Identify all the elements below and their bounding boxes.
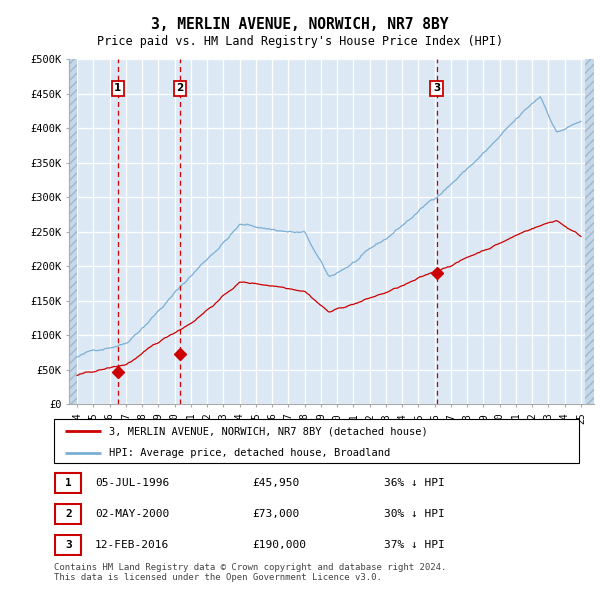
Text: 3, MERLIN AVENUE, NORWICH, NR7 8BY: 3, MERLIN AVENUE, NORWICH, NR7 8BY xyxy=(151,17,449,31)
Text: 37% ↓ HPI: 37% ↓ HPI xyxy=(384,540,445,550)
Bar xyxy=(585,59,594,404)
Text: £73,000: £73,000 xyxy=(252,509,299,519)
FancyBboxPatch shape xyxy=(55,473,82,493)
Text: 3, MERLIN AVENUE, NORWICH, NR7 8BY (detached house): 3, MERLIN AVENUE, NORWICH, NR7 8BY (deta… xyxy=(109,427,428,436)
Text: 1: 1 xyxy=(114,83,122,93)
Text: 2: 2 xyxy=(65,509,72,519)
Text: 30% ↓ HPI: 30% ↓ HPI xyxy=(384,509,445,519)
Text: HPI: Average price, detached house, Broadland: HPI: Average price, detached house, Broa… xyxy=(109,448,391,458)
Text: £190,000: £190,000 xyxy=(252,540,306,550)
FancyBboxPatch shape xyxy=(55,504,82,524)
Text: 3: 3 xyxy=(433,83,440,93)
Bar xyxy=(69,59,77,404)
Text: 3: 3 xyxy=(65,540,72,550)
Text: £45,950: £45,950 xyxy=(252,478,299,487)
FancyBboxPatch shape xyxy=(55,535,82,555)
Text: 2: 2 xyxy=(176,83,184,93)
Text: 05-JUL-1996: 05-JUL-1996 xyxy=(95,478,169,487)
FancyBboxPatch shape xyxy=(54,419,579,463)
Text: 36% ↓ HPI: 36% ↓ HPI xyxy=(384,478,445,487)
Text: 1: 1 xyxy=(65,478,72,487)
Text: 12-FEB-2016: 12-FEB-2016 xyxy=(95,540,169,550)
Text: 02-MAY-2000: 02-MAY-2000 xyxy=(95,509,169,519)
Text: Contains HM Land Registry data © Crown copyright and database right 2024.
This d: Contains HM Land Registry data © Crown c… xyxy=(54,563,446,582)
Text: Price paid vs. HM Land Registry's House Price Index (HPI): Price paid vs. HM Land Registry's House … xyxy=(97,35,503,48)
